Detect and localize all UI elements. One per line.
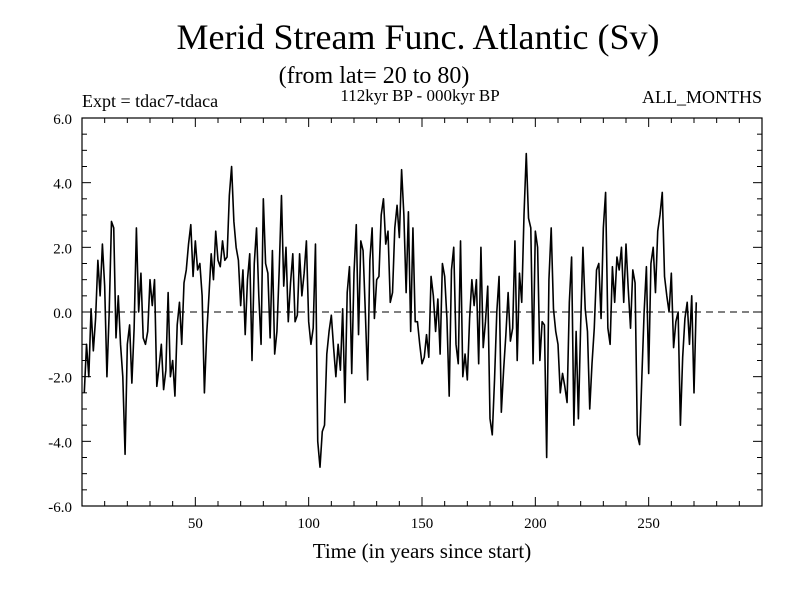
x-tick-label: 100 bbox=[297, 516, 320, 532]
y-axis-ticks bbox=[82, 117, 762, 507]
y-axis-tick-labels: -6.0 -4.0 -2.0 0.0 2.0 4.0 6.0 bbox=[48, 112, 72, 516]
x-axis-tick-labels: 50 100 150 200 250 bbox=[188, 516, 660, 532]
experiment-label: Expt = tdac7-tdaca bbox=[82, 91, 218, 111]
y-tick-label: -6.0 bbox=[48, 500, 72, 516]
x-tick-label: 150 bbox=[411, 516, 434, 532]
y-tick-label: 0.0 bbox=[53, 306, 72, 322]
x-tick-label: 200 bbox=[524, 516, 547, 532]
x-tick-label: 50 bbox=[188, 516, 203, 532]
chart-subtitle: (from lat= 20 to 80) bbox=[279, 63, 470, 89]
plot-frame bbox=[81, 117, 763, 507]
y-tick-label: -2.0 bbox=[48, 371, 72, 387]
x-axis-label: Time (in years since start) bbox=[313, 539, 532, 563]
y-tick-label: -4.0 bbox=[48, 435, 72, 451]
x-axis-ticks bbox=[104, 118, 740, 506]
x-tick-label: 250 bbox=[637, 516, 660, 532]
y-tick-label: 6.0 bbox=[53, 112, 72, 128]
y-tick-label: 2.0 bbox=[53, 241, 72, 257]
chart-title: Merid Stream Func. Atlantic (Sv) bbox=[177, 17, 660, 57]
months-label: ALL_MONTHS bbox=[642, 87, 762, 107]
period-label: 112kyr BP - 000kyr BP bbox=[340, 86, 499, 105]
y-tick-label: 4.0 bbox=[53, 177, 72, 193]
series-line bbox=[83, 152, 698, 469]
